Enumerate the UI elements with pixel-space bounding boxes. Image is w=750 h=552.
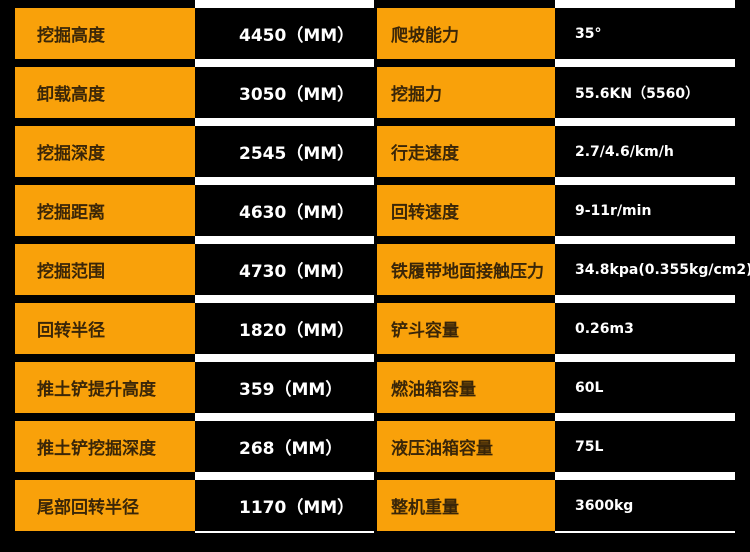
spec-label: 回转速度 <box>377 185 555 236</box>
spec-value: 35° <box>575 25 602 42</box>
spec-label: 挖掘范围 <box>15 244 195 295</box>
spec-label: 挖掘深度 <box>15 126 195 177</box>
spec-label: 推土铲挖掘深度 <box>15 421 195 472</box>
spec-label: 挖掘高度 <box>15 8 195 59</box>
spec-label: 液压油箱容量 <box>377 421 555 472</box>
spec-label: 铲斗容量 <box>377 303 555 354</box>
spec-value: 1820（MM） <box>239 321 355 341</box>
spec-label: 推土铲提升高度 <box>15 362 195 413</box>
divider <box>195 118 374 126</box>
spec-row: 推土铲提升高度 359（MM） 燃油箱容量 60L <box>15 354 735 413</box>
spec-label: 行走速度 <box>377 126 555 177</box>
divider <box>555 413 735 421</box>
spec-label: 回转半径 <box>15 303 195 354</box>
spec-label: 整机重量 <box>377 480 555 531</box>
spec-value: 4730（MM） <box>239 262 355 282</box>
spec-value: 75L <box>575 438 604 455</box>
spec-value: 3050（MM） <box>239 85 355 105</box>
spec-value: 9-11r/min <box>575 202 652 219</box>
spec-value: 55.6KN（5560） <box>575 85 700 102</box>
spec-label: 尾部回转半径 <box>15 480 195 531</box>
spec-label: 挖掘距离 <box>15 185 195 236</box>
spec-row: 回转半径 1820（MM） 铲斗容量 0.26m3 <box>15 295 735 354</box>
divider <box>195 0 374 8</box>
spec-label: 铁履带地面接触压力 <box>377 244 555 295</box>
divider <box>555 295 735 303</box>
spec-label: 挖掘力 <box>377 67 555 118</box>
spec-value: 3600kg <box>575 497 634 514</box>
spec-label: 卸载高度 <box>15 67 195 118</box>
divider <box>555 0 735 8</box>
divider <box>195 59 374 67</box>
divider <box>195 177 374 185</box>
spec-value: 2.7/4.6/km/h <box>575 143 674 160</box>
spec-row: 挖掘范围 4730（MM） 铁履带地面接触压力 34.8kpa(0.355kg/… <box>15 236 750 295</box>
divider <box>555 177 735 185</box>
divider <box>195 472 374 480</box>
spec-value: 4450（MM） <box>239 26 355 46</box>
divider <box>195 236 374 244</box>
spec-row: 尾部回转半径 1170（MM） 整机重量 3600kg <box>15 472 735 531</box>
spec-row: 挖掘深度 2545（MM） 行走速度 2.7/4.6/km/h <box>15 118 735 177</box>
spec-value: 0.26m3 <box>575 320 634 337</box>
divider <box>555 59 735 67</box>
divider <box>555 354 735 362</box>
divider <box>195 413 374 421</box>
spec-row: 挖掘高度 4450（MM） 爬坡能力 35° <box>15 0 735 59</box>
spec-value: 1170（MM） <box>239 498 355 518</box>
spec-value: 268（MM） <box>239 439 343 459</box>
spec-label: 燃油箱容量 <box>377 362 555 413</box>
spec-value: 34.8kpa(0.355kg/cm2) <box>575 261 750 278</box>
spec-row: 推土铲挖掘深度 268（MM） 液压油箱容量 75L <box>15 413 735 472</box>
divider <box>195 354 374 362</box>
divider <box>555 531 735 533</box>
divider <box>195 295 374 303</box>
spec-value: 2545（MM） <box>239 144 355 164</box>
spec-row: 挖掘距离 4630（MM） 回转速度 9-11r/min <box>15 177 735 236</box>
spec-value: 359（MM） <box>239 380 343 400</box>
divider <box>555 118 735 126</box>
spec-row: 卸载高度 3050（MM） 挖掘力 55.6KN（5560） <box>15 59 735 118</box>
spec-value: 4630（MM） <box>239 203 355 223</box>
spec-label: 爬坡能力 <box>377 8 555 59</box>
divider <box>555 472 735 480</box>
divider <box>195 531 374 533</box>
spec-value: 60L <box>575 379 604 396</box>
divider <box>555 236 735 244</box>
